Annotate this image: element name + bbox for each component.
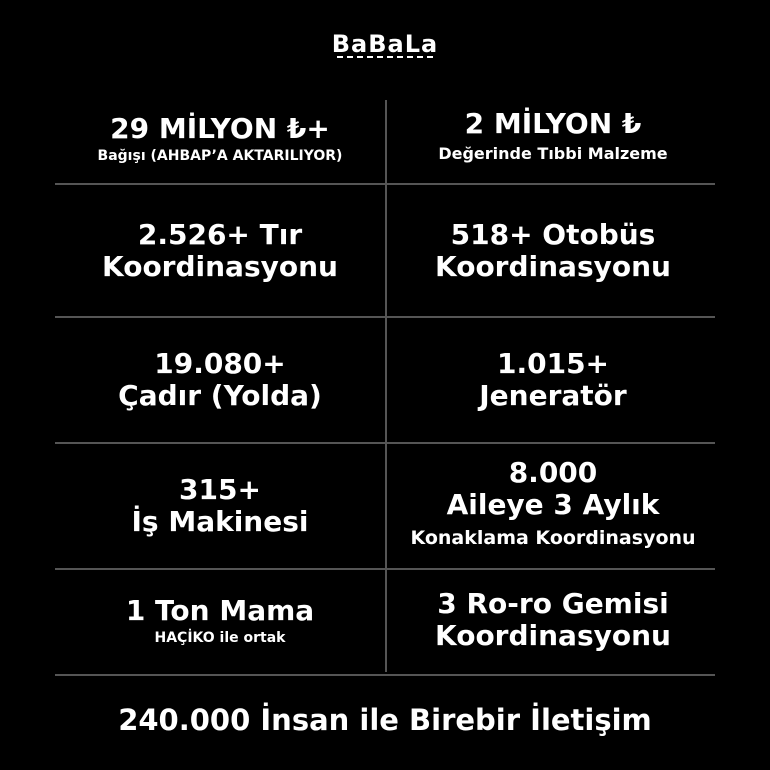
stat-subtitle: Aileye 3 Aylık [446, 488, 660, 521]
stat-detail: Konaklama Koordinasyonu [410, 527, 696, 549]
stat-ships: 3 Ro-ro Gemisi Koordinasyonu [388, 570, 718, 670]
column-divider [385, 100, 387, 672]
footer-stat: 240.000 İnsan ile Birebir İletişim [118, 703, 652, 737]
stat-trucks: 2.526+ Tır Koordinasyonu [55, 186, 385, 316]
stat-title: 8.000 [508, 456, 598, 489]
babala-logo: BaBaLa [0, 30, 770, 60]
row-divider [55, 442, 715, 444]
stat-tents: 19.080+ Çadır (Yolda) [55, 318, 385, 442]
logo-text: BaBaLa [331, 30, 439, 58]
stat-subtitle: Koordinasyonu [102, 250, 338, 283]
row-divider [55, 183, 715, 185]
stat-generators: 1.015+ Jeneratör [388, 318, 718, 442]
stat-subtitle: HAÇİKO ile ortak [154, 630, 286, 646]
stat-title: 2 MİLYON ₺ [464, 107, 642, 140]
stat-title: 19.080+ [154, 347, 286, 380]
stat-title: 3 Ro-ro Gemisi [437, 587, 669, 620]
stat-subtitle: Jeneratör [479, 379, 627, 412]
stat-housing: 8.000 Aileye 3 Aylık Konaklama Koordinas… [388, 444, 718, 568]
stat-donation: 29 MİLYON ₺+ Bağışı (AHBAP’A AKTARILIYOR… [55, 100, 385, 180]
stat-title: 29 MİLYON ₺+ [110, 112, 330, 145]
logo-underline [337, 56, 433, 60]
stat-title: 1 Ton Mama [125, 594, 315, 627]
stat-food: 1 Ton Mama HAÇİKO ile ortak [55, 570, 385, 674]
stat-subtitle: Çadır (Yolda) [118, 379, 322, 412]
stat-subtitle: Koordinasyonu [435, 619, 671, 652]
stat-subtitle: Değerinde Tıbbi Malzeme [438, 144, 668, 163]
stat-subtitle: Bağışı (AHBAP’A AKTARILIYOR) [97, 148, 343, 164]
row-divider [55, 674, 715, 676]
stat-title: 1.015+ [496, 347, 610, 380]
stat-machines: 315+ İş Makinesi [55, 444, 385, 568]
stat-title: 518+ Otobüs [450, 218, 656, 251]
row-divider [55, 316, 715, 318]
stat-title: 2.526+ Tır [137, 218, 303, 251]
stat-medical: 2 MİLYON ₺ Değerinde Tıbbi Malzeme [388, 98, 718, 178]
stat-buses: 518+ Otobüs Koordinasyonu [388, 186, 718, 316]
row-divider [55, 568, 715, 570]
stat-subtitle: Koordinasyonu [435, 250, 671, 283]
stat-title: 315+ [179, 473, 261, 506]
stat-subtitle: İş Makinesi [131, 505, 309, 538]
